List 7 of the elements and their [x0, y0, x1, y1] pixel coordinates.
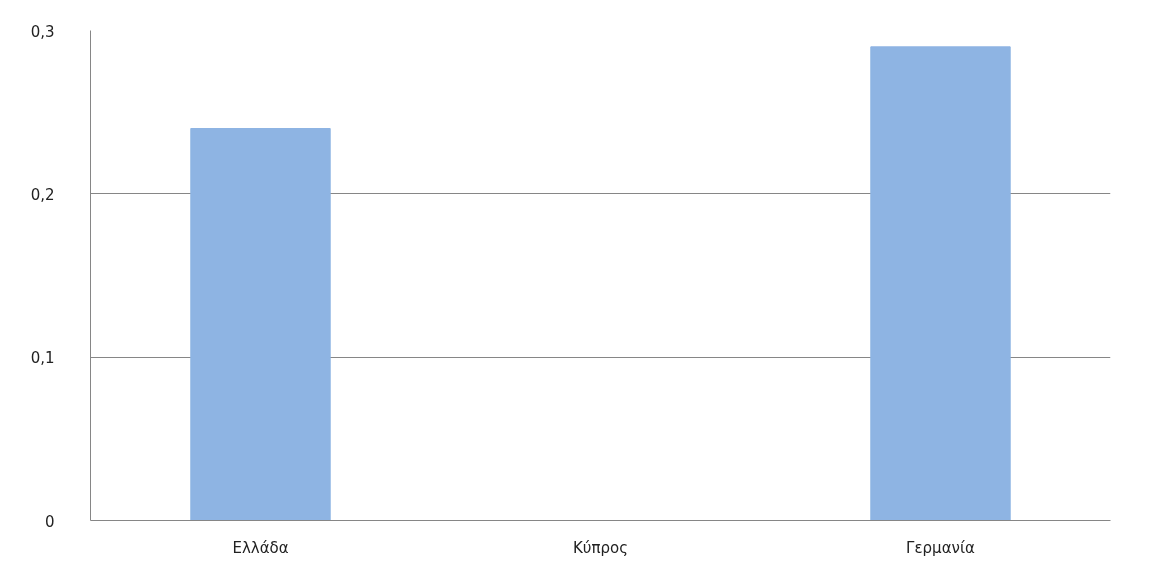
y-tick-label: 0,1	[30, 349, 55, 368]
x-tick-label: Κύπρος	[572, 538, 629, 557]
x-tick-label: Ελλάδα	[232, 538, 289, 557]
y-tick-label: 0,2	[30, 185, 55, 204]
x-tick-label: Γερμανία	[906, 538, 975, 557]
y-tick-label: 0,3	[30, 22, 55, 41]
y-tick-label: 0	[44, 512, 55, 531]
